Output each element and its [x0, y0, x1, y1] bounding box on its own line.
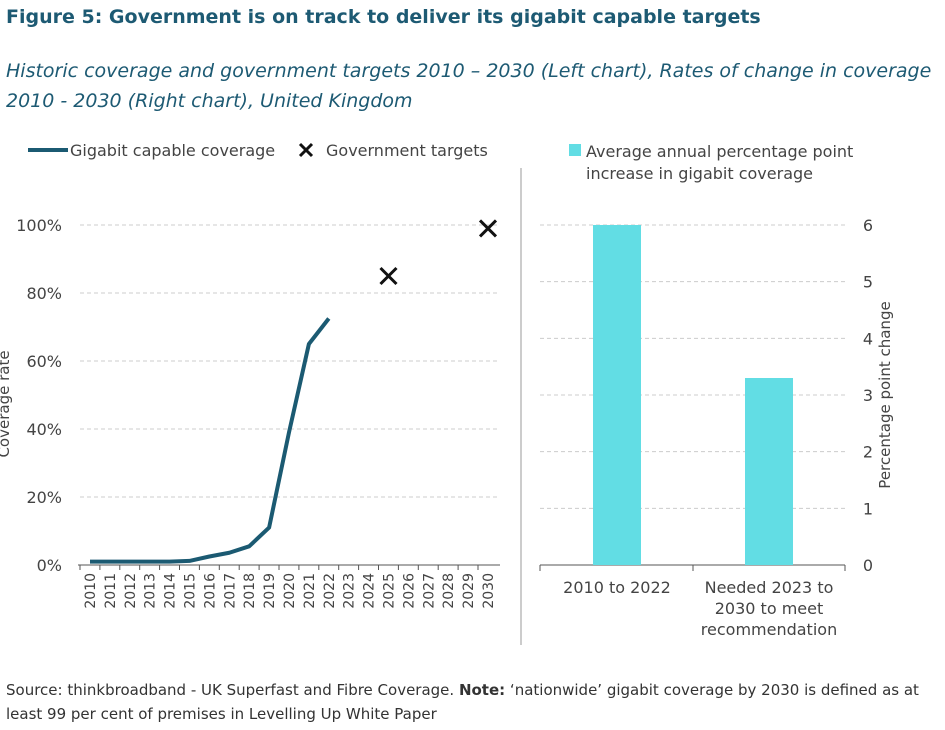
legend-x-swatch — [298, 142, 314, 158]
x-category-label: 2010 to 2022 — [563, 578, 671, 597]
x-tick-label: 2024 — [362, 573, 378, 609]
x-tick-label: 2019 — [262, 573, 278, 609]
coverage-line — [90, 317, 331, 564]
x-tick-label: 2030 — [481, 573, 497, 609]
x-tick-label: 2018 — [242, 573, 258, 609]
y-tick-label: 40% — [26, 420, 62, 439]
x-tick-label: 2013 — [143, 573, 159, 609]
legend-bar-swatch — [569, 144, 581, 156]
source-text: Source: thinkbroadband - UK Superfast an… — [6, 681, 459, 699]
y-tick-label: 2 — [863, 443, 873, 462]
x-tick-label: 2021 — [302, 573, 318, 609]
x-tick-label: 2014 — [163, 573, 179, 609]
legend-label: Gigabit capable coverage — [70, 141, 275, 160]
figure-title: Figure 5: Government is on track to deli… — [6, 6, 761, 28]
note-text: ‘nationwide’ gigabit coverage by 2030 is… — [6, 681, 919, 723]
bar — [745, 378, 793, 565]
x-tick-label: 2026 — [401, 573, 417, 609]
x-tick-label: 2011 — [103, 573, 119, 609]
y-tick-label: 6 — [863, 216, 873, 235]
y-tick-label: 100% — [16, 216, 62, 235]
x-tick-label: 2025 — [382, 573, 398, 609]
legend-label: Average annual percentage point increase … — [586, 142, 853, 183]
x-tick-label: 2012 — [123, 573, 139, 609]
x-tick-label: 2029 — [461, 573, 477, 609]
y-axis-label: Coverage rate — [0, 350, 13, 457]
y-tick-label: 0 — [863, 556, 873, 575]
x-tick-label: 2017 — [222, 573, 238, 609]
note-label: Note: — [458, 681, 506, 699]
y-tick-label: 20% — [26, 488, 62, 507]
y-tick-label: 3 — [863, 386, 873, 405]
source-note: Source: thinkbroadband - UK Superfast an… — [6, 678, 941, 726]
bar — [593, 225, 641, 565]
x-tick-label: 2028 — [441, 573, 457, 609]
x-tick-label: 2027 — [421, 573, 437, 609]
legend-label: Government targets — [326, 141, 488, 160]
figure-subtitle: Historic coverage and government targets… — [6, 60, 932, 112]
x-tick-label: 2016 — [202, 573, 218, 609]
x-tick-label: 2015 — [183, 573, 199, 609]
y-tick-label: 5 — [863, 273, 873, 292]
x-tick-label: 2023 — [342, 573, 358, 609]
x-tick-label: 2022 — [322, 573, 338, 609]
x-tick-label: 2010 — [83, 573, 99, 609]
y-tick-label: 0% — [37, 556, 62, 575]
y-axis-label: Percentage point change — [876, 301, 894, 488]
x-tick-label: 2020 — [282, 573, 298, 609]
x-category-label: Needed 2023 to 2030 to meet recommendation — [701, 578, 837, 639]
y-tick-label: 60% — [26, 352, 62, 371]
y-tick-label: 80% — [26, 284, 62, 303]
target-marker — [379, 266, 398, 286]
target-marker — [478, 219, 498, 238]
y-tick-label: 1 — [863, 499, 873, 518]
y-tick-label: 4 — [863, 329, 873, 348]
